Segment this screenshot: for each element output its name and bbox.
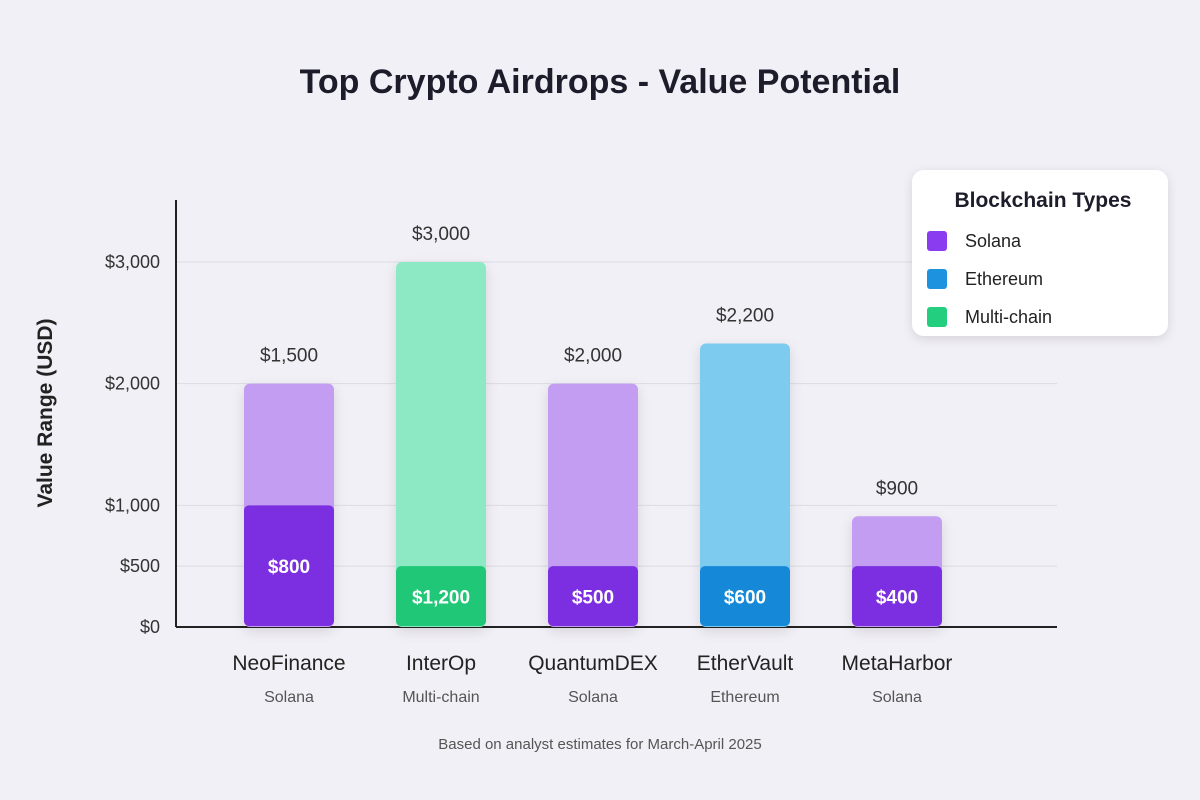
y-tick-label: $1,000 <box>105 495 160 515</box>
legend-item-multi-chain: Multi-chain <box>927 307 1052 327</box>
bar-inner-label: $600 <box>724 588 766 609</box>
bar-lower-range <box>852 566 942 626</box>
legend-swatch <box>927 269 947 289</box>
x-tick-label: MetaHarbor <box>842 652 953 675</box>
x-tick-sublabel: Ethereum <box>710 689 779 706</box>
x-tick-sublabel: Solana <box>872 689 922 706</box>
bar-top-label: $1,500 <box>260 346 318 367</box>
bar-inner-label: $400 <box>876 588 918 609</box>
y-tick-label: $500 <box>120 556 160 576</box>
y-tick-label: $0 <box>140 617 160 637</box>
x-tick-label: InterOp <box>406 652 476 675</box>
bars <box>244 262 942 627</box>
x-tick-sublabel: Solana <box>568 689 618 706</box>
legend-swatch <box>927 307 947 327</box>
bar-upper-range <box>700 343 790 627</box>
bar-quantumdex <box>548 383 638 627</box>
bar-interop <box>396 262 486 627</box>
bar-top-label: $2,000 <box>564 346 622 367</box>
y-tick-label: $2,000 <box>105 374 160 394</box>
bar-upper-range <box>396 262 486 627</box>
legend-box <box>912 170 1168 336</box>
bar-inner-label: $1,200 <box>412 588 470 609</box>
legend-label: Multi-chain <box>965 307 1052 327</box>
legend-item-ethereum: Ethereum <box>927 269 1043 289</box>
bar-lower-range <box>396 566 486 626</box>
bar-top-label: $900 <box>876 478 918 499</box>
legend-items: Solana Ethereum Multi-chain <box>927 231 1052 327</box>
legend-label: Ethereum <box>965 269 1043 289</box>
legend-title: Blockchain Types <box>954 189 1131 212</box>
y-ticks: $0 $500 $1,000 $2,000 $3,000 <box>105 252 160 637</box>
legend: Blockchain Types Solana Ethereum Multi-cha… <box>912 170 1168 336</box>
bar-inner-label: $500 <box>572 588 614 609</box>
legend-label: Solana <box>965 231 1022 251</box>
x-tick-label: QuantumDEX <box>528 652 658 675</box>
bar-top-label: $3,000 <box>412 224 470 245</box>
x-tick-label: EtherVault <box>697 652 794 675</box>
y-axis-label: Value Range (USD) <box>34 318 57 507</box>
bar-metaharbor <box>852 516 942 627</box>
bar-lower-range <box>548 566 638 626</box>
x-tick-label: NeoFinance <box>232 652 345 675</box>
bar-neofinance <box>244 383 334 627</box>
x-tick-sublabel: Solana <box>264 689 314 706</box>
legend-swatch <box>927 231 947 251</box>
x-tick-sublabel: Multi-chain <box>402 689 479 706</box>
bar-labels: $1,500 $800 NeoFinance Solana $3,000 $1,200 In… <box>232 224 952 706</box>
legend-item-solana: Solana <box>927 231 1022 251</box>
bar-lower-range <box>700 566 790 626</box>
bar-inner-label: $800 <box>268 557 310 578</box>
bar-lower-range <box>244 505 334 626</box>
bar-ethervault <box>700 343 790 627</box>
bar-top-label: $2,200 <box>716 306 774 327</box>
chart-title: Top Crypto Airdrops - Value Potential <box>300 63 901 101</box>
footnote: Based on analyst estimates for March-Apr… <box>438 736 762 753</box>
y-tick-label: $3,000 <box>105 252 160 272</box>
